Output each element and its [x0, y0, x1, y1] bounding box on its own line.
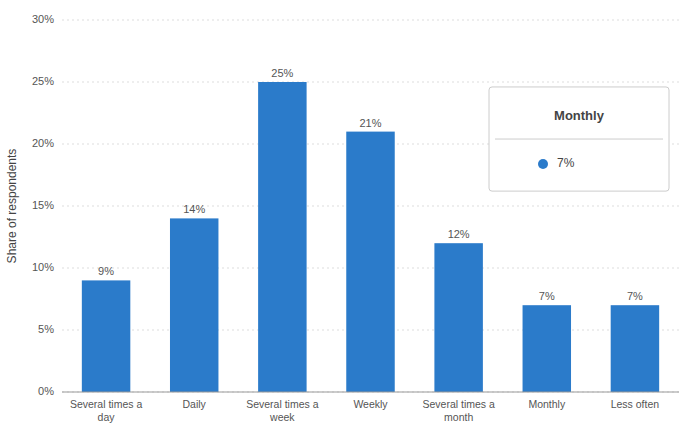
- data-label: 9%: [98, 265, 114, 277]
- y-tick-label: 10%: [32, 261, 54, 273]
- y-axis-label: Share of respondents: [5, 149, 19, 264]
- bar: [170, 218, 218, 392]
- data-label: 25%: [271, 67, 293, 79]
- x-ticks: Several times aday Daily Several times awe…: [70, 398, 659, 423]
- data-label: 7%: [627, 290, 643, 302]
- bar: [346, 132, 394, 392]
- y-tick-label: 25%: [32, 75, 54, 87]
- y-tick-label: 15%: [32, 199, 54, 211]
- bar: [523, 305, 571, 392]
- x-tick-label: Monthly: [528, 398, 566, 410]
- bar: [434, 243, 482, 392]
- x-tick-label: Daily: [183, 398, 207, 410]
- x-axis-line: [62, 392, 679, 393]
- chart: 0% 5% 10% 15% 20% 25% 30% 9% 14% 25% 21% 12% 7% 7% Sev…: [0, 0, 695, 444]
- y-ticks: 0% 5% 10% 15% 20% 25% 30%: [32, 13, 54, 397]
- annotation-dot: [538, 159, 548, 169]
- annotation-frame: [489, 87, 669, 191]
- x-tick-label: Several times amonth: [422, 398, 495, 423]
- annotation-value: 7%: [557, 156, 575, 170]
- bar: [82, 280, 130, 392]
- chart-container: 0% 5% 10% 15% 20% 25% 30% 9% 14% 25% 21% 12% 7% 7% Sev…: [0, 0, 695, 444]
- data-label: 14%: [183, 203, 205, 215]
- annotation-title: Monthly: [554, 108, 605, 123]
- grid-line: [62, 392, 679, 393]
- x-tick-label: Less often: [611, 398, 660, 410]
- bar: [611, 305, 659, 392]
- annotation-divider: [495, 139, 663, 140]
- x-tick-label: Several times aweek: [246, 398, 319, 423]
- grid: [62, 20, 679, 392]
- grid-line: [62, 20, 679, 21]
- y-tick-label: 0%: [38, 385, 54, 397]
- data-label: 7%: [539, 290, 555, 302]
- x-tick-label: Weekly: [353, 398, 388, 410]
- data-label: 21%: [359, 117, 381, 129]
- annotation-box: Monthly 7%: [489, 87, 669, 191]
- y-tick-label: 30%: [32, 13, 54, 25]
- x-tick-label: Several times aday: [70, 398, 143, 423]
- data-label: 12%: [448, 228, 470, 240]
- grid-line: [62, 82, 679, 83]
- bar: [258, 82, 306, 392]
- y-tick-label: 20%: [32, 137, 54, 149]
- y-tick-label: 5%: [38, 323, 54, 335]
